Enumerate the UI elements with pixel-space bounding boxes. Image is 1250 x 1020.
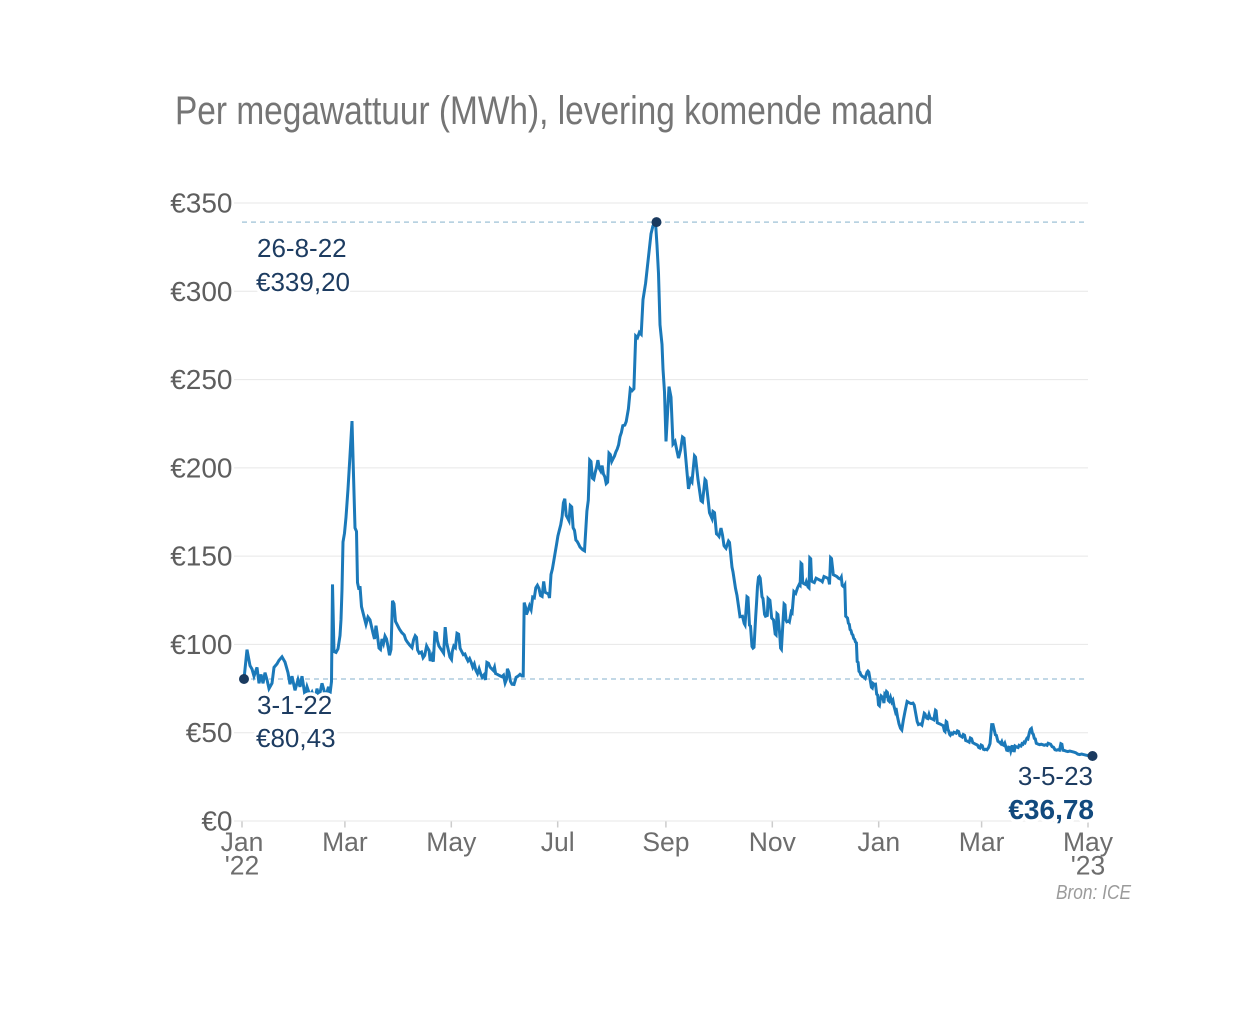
svg-text:3-5-23: 3-5-23 (1018, 761, 1093, 791)
svg-text:Nov: Nov (749, 827, 797, 857)
svg-text:€300: €300 (170, 276, 232, 307)
svg-text:€250: €250 (170, 364, 232, 395)
svg-text:May: May (1063, 827, 1114, 857)
svg-text:€100: €100 (170, 629, 232, 660)
svg-text:€80,43: €80,43 (256, 723, 336, 753)
svg-text:€350: €350 (170, 188, 232, 219)
svg-text:Jan: Jan (857, 827, 900, 857)
svg-text:'23: '23 (1071, 851, 1106, 881)
svg-text:€150: €150 (170, 541, 232, 572)
svg-text:Per megawattuur (MWh), leverin: Per megawattuur (MWh), levering komende … (175, 88, 933, 132)
svg-text:Jan: Jan (221, 827, 264, 857)
svg-text:May: May (426, 827, 477, 857)
svg-text:€339,20: €339,20 (256, 267, 350, 297)
svg-text:€0: €0 (201, 806, 232, 837)
svg-text:'22: '22 (225, 851, 260, 881)
svg-text:Mar: Mar (322, 827, 368, 857)
svg-text:Jul: Jul (541, 827, 575, 857)
svg-text:26-8-22: 26-8-22 (257, 233, 347, 263)
svg-text:Mar: Mar (959, 827, 1005, 857)
svg-text:€50: €50 (186, 717, 233, 748)
svg-text:Bron: ICE: Bron: ICE (1056, 881, 1131, 904)
svg-text:€200: €200 (170, 452, 232, 483)
svg-text:Sep: Sep (642, 827, 689, 857)
svg-text:3-1-22: 3-1-22 (257, 690, 332, 720)
svg-text:€36,78: €36,78 (1008, 794, 1094, 825)
